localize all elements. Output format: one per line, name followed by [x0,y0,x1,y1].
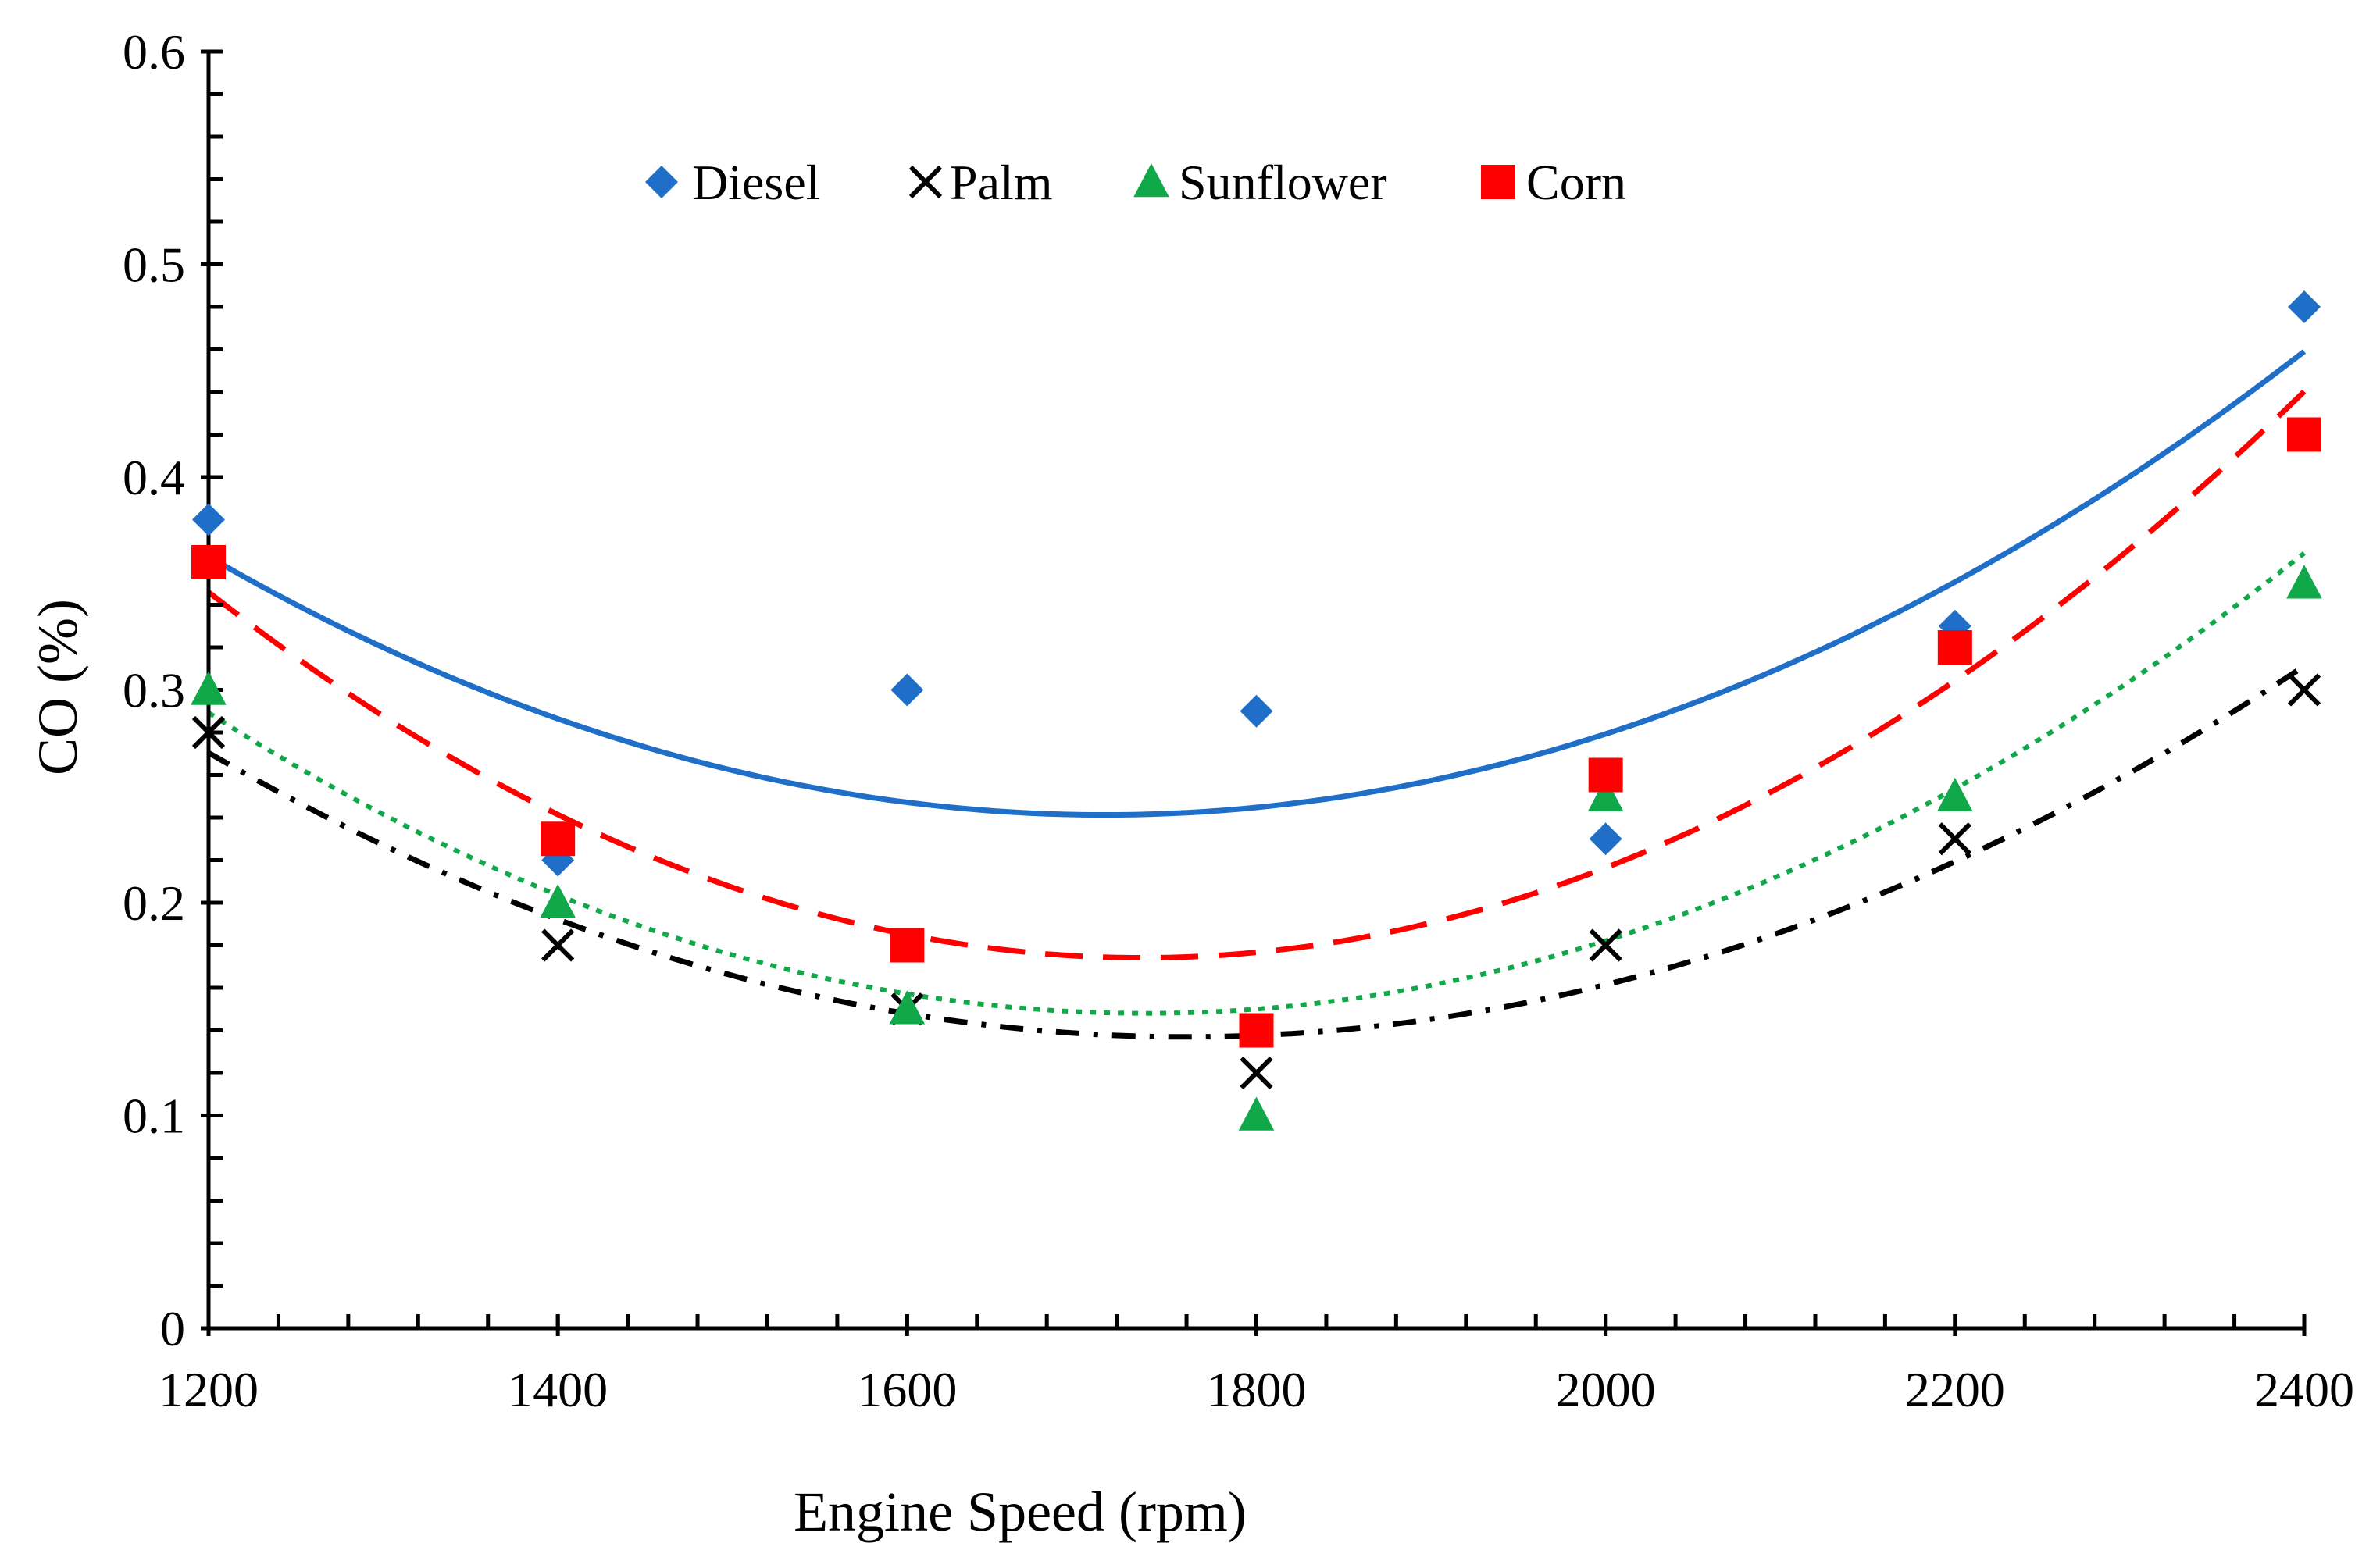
x-tick-label: 1200 [159,1362,259,1417]
x-tick-label: 1400 [508,1362,608,1417]
point-sunflower [2286,565,2322,599]
point-diesel [1240,694,1273,728]
legend-item-diesel: Diesel [645,155,820,210]
point-palm [191,715,226,750]
point-diesel [192,503,225,536]
point-corn [2287,417,2321,452]
point-corn [1239,1013,1274,1048]
y-tick-label: 0.3 [123,663,185,718]
point-sunflower [1587,777,1624,811]
y-tick-label: 0.5 [123,237,185,293]
point-sunflower [889,990,926,1025]
y-tick-label: 0.6 [123,24,185,80]
legend-label: Sunflower [1179,155,1387,210]
point-diesel [1589,822,1622,856]
point-sunflower [540,884,576,918]
legend-marker-sunflower [1133,163,1169,198]
point-corn [1588,757,1623,793]
point-corn [191,545,226,579]
point-diesel [2288,290,2321,323]
trendlines [206,349,2307,1040]
point-palm [1589,928,1622,962]
point-corn [1937,630,1972,665]
legend-marker-palm [908,165,943,199]
legend-item-sunflower: Sunflower [1133,155,1387,210]
point-palm [1240,1056,1273,1090]
point-sunflower [1238,1096,1275,1131]
point-sunflower [191,671,227,705]
point-sunflower [1937,777,1973,811]
x-tick-label: 1600 [857,1362,957,1417]
x-tick-label: 2400 [2254,1362,2354,1417]
point-diesel [890,673,924,707]
y-tick-label: 0.4 [123,450,185,505]
data-points [191,290,2322,1131]
y-tick-label: 0.1 [123,1089,185,1144]
point-palm [2287,673,2321,707]
legend-label: Corn [1526,155,1626,210]
point-corn [890,928,925,963]
point-corn [541,821,576,857]
legend-label: Diesel [692,155,820,210]
x-tick-label: 2200 [1905,1362,2005,1417]
trendline-diesel [207,349,2307,818]
legend: Diesel Palm Sunflower Corn [645,155,1626,210]
legend-item-palm: Palm [908,155,1053,210]
point-palm [541,928,575,962]
trendline-corn [206,389,2307,960]
axes: 0 0.1 0.2 0.3 0.4 0.5 0.6 1200 1400 1600 1800 2000 2… [123,24,2354,1417]
point-palm [1938,822,1971,856]
x-axis-title: Engine Speed (rpm) [794,1481,1247,1543]
y-tick-label: 0.2 [123,875,185,931]
y-axis-title: CO (%) [27,599,89,775]
x-tick-label: 1800 [1207,1362,1307,1417]
x-tick-label: 2000 [1556,1362,1656,1417]
legend-marker-diesel [645,166,678,198]
y-tick-label: 0 [160,1301,185,1356]
legend-label: Palm [950,155,1053,210]
trendline-sunflower [207,551,2306,1016]
legend-marker-corn [1481,165,1515,199]
legend-item-corn: Corn [1481,155,1626,210]
